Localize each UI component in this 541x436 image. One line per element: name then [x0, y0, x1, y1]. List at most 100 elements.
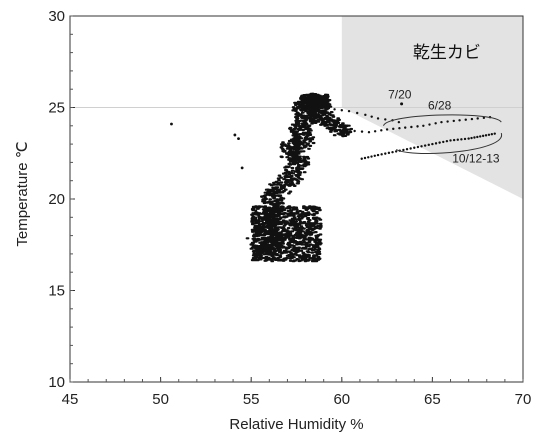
trail-point — [405, 148, 409, 151]
trail-point — [458, 119, 461, 122]
trail-point — [434, 122, 437, 125]
trail-point — [391, 150, 394, 154]
trail-point — [356, 111, 359, 115]
x-tick-label: 65 — [424, 391, 441, 408]
trail-point — [397, 120, 401, 124]
y-tick-label: 15 — [48, 283, 65, 300]
x-tick-label: 55 — [243, 391, 260, 408]
trail-point — [476, 117, 479, 120]
outlier-point — [170, 122, 173, 126]
trail-point — [463, 137, 467, 141]
trail-point — [363, 156, 367, 160]
trail-point — [380, 129, 383, 132]
trail-point — [452, 138, 456, 142]
trail-point — [470, 136, 473, 140]
y-tick-label: 10 — [48, 374, 65, 391]
trail-point — [467, 137, 470, 140]
outlier-point — [240, 166, 244, 170]
annotation-7-20: 7/20 — [388, 87, 412, 101]
x-tick-label: 60 — [333, 391, 350, 408]
annotation-10-12-13: 10/12-13 — [452, 151, 500, 165]
trail-point — [392, 127, 395, 131]
trail-point — [360, 157, 363, 160]
trail-point — [398, 127, 401, 130]
trail-point — [370, 155, 373, 158]
trail-point — [416, 145, 420, 149]
trail-point — [449, 139, 452, 142]
x-axis-ticks: 45 50 55 60 65 70 — [62, 377, 532, 408]
trail-10-12-13 — [360, 132, 496, 160]
trail-point — [440, 120, 443, 124]
trail-point — [346, 129, 349, 132]
trail-point — [482, 116, 486, 120]
measurement-cluster — [245, 92, 354, 263]
trail-point — [420, 145, 423, 148]
trail-point — [446, 120, 449, 123]
trail-point — [373, 130, 377, 133]
callout-6-28 — [382, 114, 502, 127]
trail-point — [370, 115, 373, 118]
trail-point — [442, 140, 445, 144]
trail-point — [464, 118, 467, 121]
outlier-point — [233, 133, 237, 137]
trail-point — [484, 134, 488, 137]
plot-marks — [170, 92, 496, 263]
trail-point — [367, 131, 371, 134]
trail-point — [438, 141, 441, 144]
trail-point — [434, 142, 438, 145]
trail-point — [404, 126, 407, 129]
y-axis-ticks: 10 15 20 25 30 — [48, 8, 75, 391]
outlier-point — [237, 137, 240, 141]
trail-point — [376, 117, 380, 120]
trail-point — [413, 146, 416, 149]
trail-point — [376, 153, 380, 157]
trail-point — [384, 118, 387, 121]
trail-point — [416, 125, 419, 128]
y-tick-label: 20 — [48, 191, 65, 208]
trail-point — [490, 133, 494, 136]
annotation-6-28: 6/28 — [428, 98, 452, 112]
trail-point — [479, 135, 482, 138]
trail-point — [423, 144, 427, 147]
trail-point — [422, 124, 425, 128]
trail-point — [428, 123, 431, 126]
x-axis-title: Relative Humidity % — [229, 416, 363, 433]
annotation-callouts — [382, 102, 502, 154]
trail-point — [394, 150, 398, 153]
trail-point — [452, 119, 455, 123]
trail-point — [347, 109, 351, 113]
trail-point — [380, 153, 383, 156]
trail-point — [410, 125, 413, 129]
region-label: 乾生カビ — [413, 43, 481, 63]
trail-point — [367, 156, 370, 159]
trail-point — [445, 139, 449, 143]
trail-point — [456, 138, 459, 141]
callout-7-20-point — [400, 102, 404, 106]
trail-point — [487, 133, 491, 136]
trail-point — [373, 154, 376, 158]
trail-point — [360, 130, 364, 133]
trail-point — [387, 151, 391, 155]
trail-point — [493, 132, 496, 135]
trail-point — [402, 148, 405, 152]
trail-point — [427, 143, 430, 147]
x-tick-label: 45 — [62, 391, 79, 408]
trail-point — [460, 138, 463, 141]
y-axis-title: Temperature ℃ — [14, 141, 31, 246]
x-tick-label: 70 — [515, 391, 532, 408]
y-tick-label: 25 — [48, 100, 65, 117]
trail-point — [364, 113, 367, 117]
x-tick-label: 50 — [152, 391, 169, 408]
trail-point — [340, 109, 343, 112]
callout-10-12-13 — [395, 132, 502, 154]
trail-point — [473, 136, 476, 139]
trail-point — [481, 134, 485, 138]
trail-point — [431, 142, 434, 146]
trail-point — [333, 108, 336, 111]
y-tick-label: 30 — [48, 8, 65, 25]
trail-point — [409, 147, 412, 150]
trail-point — [384, 152, 387, 155]
trail-point — [353, 129, 356, 133]
trail-point — [470, 117, 474, 121]
